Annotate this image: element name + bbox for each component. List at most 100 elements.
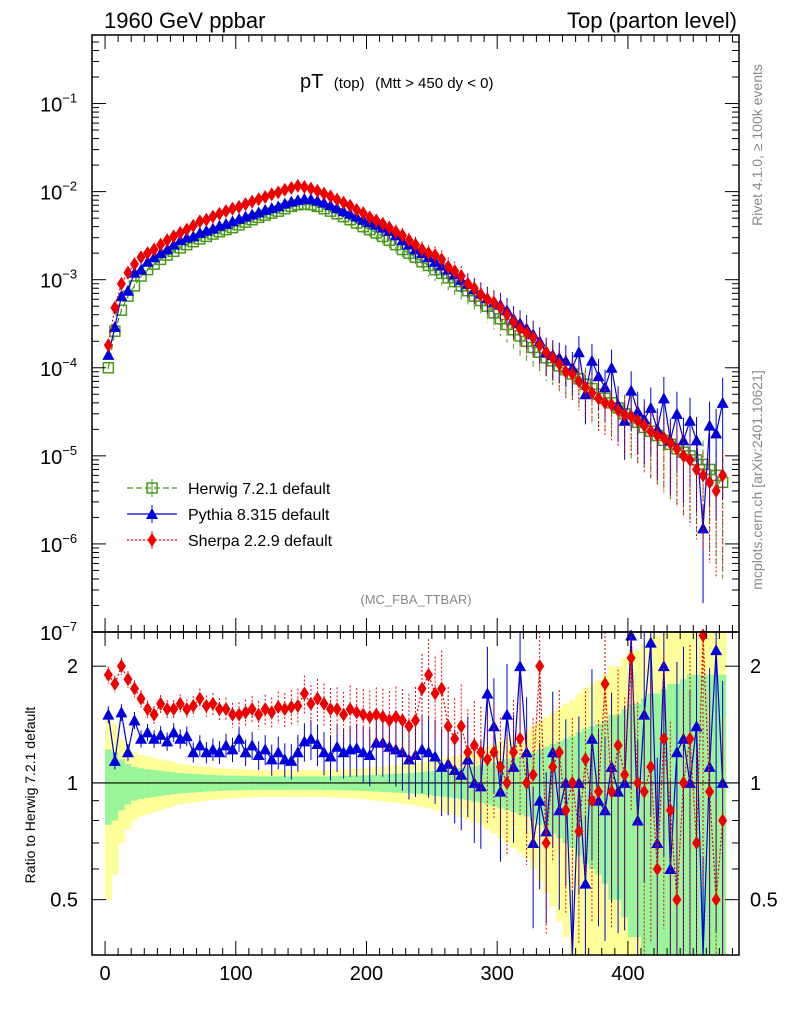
- data-point-sherpa: [535, 338, 545, 353]
- ratio-series-layer: [102, 628, 729, 956]
- data-point-sherpa: [541, 345, 551, 360]
- y-tick-label: 10−4: [40, 355, 77, 381]
- data-point-sherpa: [554, 357, 564, 372]
- ratio-tick-label-left: 2: [67, 656, 78, 678]
- data-point-sherpa: [639, 418, 649, 433]
- legend-label: Pythia 8.315 default: [188, 507, 330, 524]
- data-point-sherpa: [424, 246, 434, 261]
- data-point-sherpa: [221, 204, 231, 219]
- ratio-point-sherpa: [397, 713, 407, 728]
- ratio-band-inner-bin: [137, 768, 145, 799]
- data-point-sherpa: [646, 424, 656, 439]
- ratio-band-inner-bin: [105, 749, 112, 825]
- x-tick-label: 400: [611, 963, 644, 985]
- ratio-point-pythia: [233, 732, 246, 744]
- data-point-sherpa: [103, 338, 113, 353]
- x-tick-label: 0: [100, 963, 111, 985]
- data-point-sherpa: [195, 214, 205, 229]
- ratio-band-inner-bin: [124, 763, 132, 805]
- data-point-sherpa: [319, 186, 329, 201]
- ratio-point-sherpa: [509, 745, 519, 760]
- ratio-point-sherpa: [456, 719, 466, 734]
- ratio-point-sherpa: [711, 892, 721, 907]
- y-tick-label: 10−3: [40, 267, 77, 293]
- data-point-pythia: [108, 321, 121, 333]
- ratio-point-sherpa: [280, 702, 290, 717]
- data-point-sherpa: [365, 210, 375, 225]
- plot-title-sub: (top): [334, 75, 365, 92]
- data-point-pythia: [585, 354, 598, 366]
- ratio-point-pythia: [331, 740, 344, 752]
- data-point-sherpa: [443, 259, 453, 274]
- data-point-sherpa: [286, 180, 296, 195]
- ratio-point-sherpa: [254, 707, 264, 722]
- rivet-label: Rivet 4.1.0, ≥ 100k events: [749, 64, 765, 226]
- y-tick-label: 10−1: [40, 91, 77, 117]
- ratio-point-sherpa: [371, 707, 381, 722]
- ratio-point-pythia: [553, 804, 566, 816]
- y-tick-base: 10: [40, 183, 62, 205]
- ratio-point-sherpa: [685, 731, 695, 746]
- ratio-point-sherpa: [306, 696, 316, 711]
- y-tick-exponent: −7: [62, 619, 77, 634]
- ratio-point-sherpa: [659, 731, 669, 746]
- ratio-point-pythia: [429, 750, 442, 762]
- data-point-sherpa: [620, 408, 630, 423]
- data-point-pythia: [344, 207, 357, 219]
- ratio-point-pythia: [285, 754, 298, 766]
- ratio-y-tick-labels: 2 2 1 1 0.5 0.5: [50, 656, 778, 911]
- data-point-sherpa: [456, 269, 466, 284]
- legend-marker: [146, 508, 158, 519]
- ratio-point-pythia: [448, 763, 461, 775]
- data-point-sherpa: [404, 233, 414, 248]
- plot-title-main: pT: [300, 71, 323, 93]
- ratio-point-pythia: [291, 746, 304, 758]
- ratio-point-sherpa: [293, 698, 303, 713]
- ratio-point-sherpa: [143, 702, 153, 717]
- data-point-sherpa: [502, 307, 512, 322]
- ratio-point-sherpa: [424, 667, 434, 682]
- ratio-band-inner-bin: [569, 736, 576, 848]
- data-point-pythia: [703, 419, 716, 431]
- data-point-sherpa: [607, 397, 617, 412]
- ratio-point-pythia: [108, 754, 121, 766]
- ratio-point-sherpa: [613, 738, 623, 753]
- data-point-pythia: [683, 414, 696, 426]
- data-point-sherpa: [600, 395, 610, 410]
- data-point-sherpa: [214, 206, 224, 221]
- data-point-sherpa: [110, 300, 120, 315]
- ratio-point-sherpa: [273, 699, 283, 714]
- data-point-sherpa: [665, 435, 675, 450]
- ratio-point-pythia: [690, 720, 703, 732]
- ratio-point-sherpa: [430, 686, 440, 701]
- ratio-point-sherpa: [352, 705, 362, 720]
- data-point-sherpa: [234, 199, 244, 214]
- ratio-point-pythia: [318, 746, 331, 758]
- legend-marker: [146, 482, 158, 494]
- data-point-sherpa: [293, 178, 303, 193]
- data-point-sherpa: [463, 276, 473, 291]
- y-tick-base: 10: [40, 447, 62, 469]
- ratio-point-pythia: [154, 728, 167, 740]
- ratio-point-sherpa: [136, 691, 146, 706]
- ratio-point-pythia: [193, 739, 206, 751]
- data-point-sherpa: [522, 325, 532, 340]
- data-point-pythia: [187, 230, 200, 242]
- data-point-sherpa: [228, 201, 238, 216]
- ratio-point-sherpa: [535, 659, 545, 674]
- ratio-band-inner-bin: [118, 759, 125, 811]
- data-point-sherpa: [672, 441, 682, 456]
- ratio-point-pythia: [161, 735, 174, 747]
- ratio-point-sherpa: [672, 892, 682, 907]
- ratio-point-pythia: [533, 794, 546, 806]
- data-point-sherpa: [273, 185, 283, 200]
- ratio-point-sherpa: [116, 659, 126, 674]
- ratio-point-sherpa: [567, 775, 577, 790]
- data-point-sherpa: [515, 321, 525, 336]
- data-point-pythia: [605, 361, 618, 373]
- ratio-point-sherpa: [495, 759, 505, 774]
- ratio-tick-label-right: 2: [750, 656, 761, 678]
- y-tick-exponent: −2: [62, 179, 77, 194]
- ratio-band-inner-bin: [111, 752, 119, 821]
- ratio-point-sherpa: [339, 707, 349, 722]
